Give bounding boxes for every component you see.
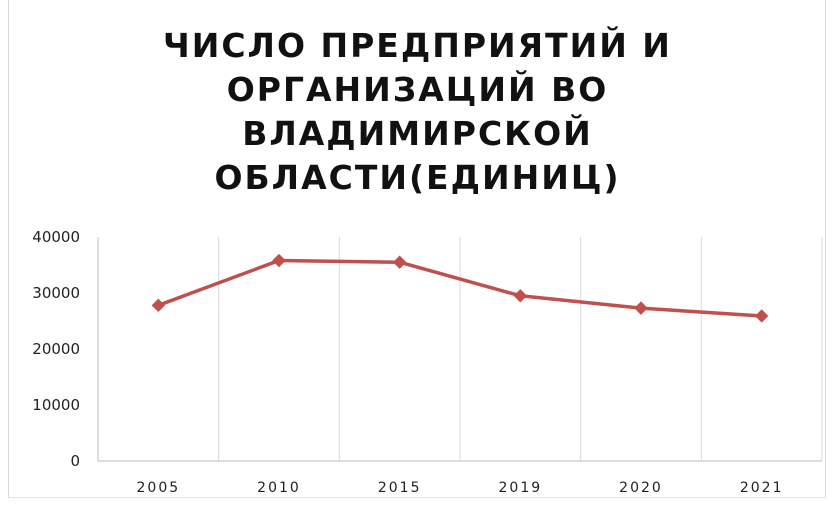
x-tick-label: 2020 <box>619 480 663 496</box>
axis-layer <box>97 237 822 462</box>
x-tick-label: 2010 <box>257 480 301 496</box>
data-point-marker <box>151 298 166 313</box>
series-layer <box>151 253 769 323</box>
y-tick-label: 40000 <box>32 228 80 246</box>
y-tick-label: 10000 <box>32 396 80 414</box>
grid-layer <box>218 237 823 461</box>
chart-frame <box>8 0 826 498</box>
y-tick-labels: 0 10000 20000 30000 40000 <box>32 228 80 470</box>
y-tick-label: 0 <box>70 452 80 470</box>
chart-title-line-3: ВЛАДИМИРСКОЙ <box>242 114 593 153</box>
y-tick-label: 30000 <box>32 284 80 302</box>
chart-title-line-4: ОБЛАСТИ(ЕДИНИЦ) <box>214 158 621 197</box>
data-point-marker <box>754 309 769 323</box>
x-tick-label: 2015 <box>378 480 422 496</box>
x-tick-label: 2021 <box>740 480 784 496</box>
chart-title: ЧИСЛО ПРЕДПРИЯТИЙ И ОРГАНИЗАЦИЙ ВО ВЛАДИ… <box>0 24 835 200</box>
data-point-marker <box>634 301 648 315</box>
x-tick-label: 2005 <box>137 480 181 496</box>
x-tick-labels: 2005 2010 2015 2019 2020 2021 <box>137 480 784 496</box>
series-line <box>156 258 764 318</box>
data-point-marker <box>513 289 528 303</box>
x-tick-label: 2019 <box>499 480 543 496</box>
data-point-marker <box>392 255 407 269</box>
y-tick-label: 20000 <box>32 340 80 358</box>
chart-title-line-1: ЧИСЛО ПРЕДПРИЯТИЙ И <box>163 26 672 65</box>
data-point-marker <box>272 253 286 268</box>
chart-title-line-2: ОРГАНИЗАЦИЙ ВО <box>226 70 609 109</box>
